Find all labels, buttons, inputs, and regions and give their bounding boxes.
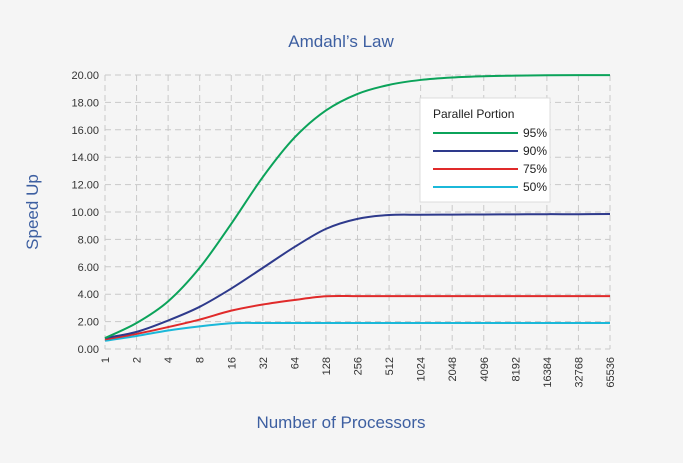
x-tick-labels: 1 2 4 8 16 32 64 128 256 512 1024 2048 4096 8192 16384… xyxy=(100,357,617,388)
legend-title: Parallel Portion xyxy=(433,107,514,121)
y-tick-label: 8.00 xyxy=(78,234,99,246)
y-tick-label: 20.00 xyxy=(71,70,99,82)
legend-label: 95% xyxy=(523,126,547,140)
legend: Parallel Portion 95% 90% 75% 50% xyxy=(419,97,551,203)
legend-label: 75% xyxy=(523,162,547,176)
x-tick-label: 8192 xyxy=(510,357,522,381)
series-line-50pct xyxy=(104,321,610,342)
y-tick-label: 6.00 xyxy=(78,262,99,274)
y-tick-label: 18.00 xyxy=(71,97,99,109)
x-tick-label: 32768 xyxy=(573,357,585,388)
legend-label: 50% xyxy=(523,180,547,194)
series-line-95pct xyxy=(104,74,611,339)
y-tick-labels: 0.00 2.00 4.00 6.00 8.00 10.00 12.00 14.00 16.00… xyxy=(71,70,99,356)
y-tick-label: 16.00 xyxy=(71,125,99,137)
legend-items: 95% 90% 75% 50% xyxy=(433,126,547,194)
y-tick-label: 12.00 xyxy=(71,180,99,192)
x-tick-label: 128 xyxy=(321,357,333,375)
y-tick-label: 14.00 xyxy=(71,152,99,164)
x-tick-label: 4096 xyxy=(479,357,491,381)
x-tick-label: 4 xyxy=(163,357,175,363)
x-tick-label: 16 xyxy=(226,357,238,369)
x-tick-label: 2048 xyxy=(447,357,459,381)
x-tick-label: 16384 xyxy=(542,357,554,388)
x-tick-label: 1 xyxy=(100,357,112,363)
x-tick-label: 65536 xyxy=(605,357,617,388)
x-axis-title: Number of Processors xyxy=(256,413,425,432)
x-tick-label: 32 xyxy=(258,357,270,369)
y-tick-label: 0.00 xyxy=(78,344,99,356)
y-axis-title: Speed Up xyxy=(23,174,42,250)
series-layer xyxy=(104,74,611,342)
x-tick-label: 2 xyxy=(132,357,144,363)
y-tick-label: 4.00 xyxy=(78,289,99,301)
chart-title: Amdahl’s Law xyxy=(288,32,394,51)
y-tick-label: 2.00 xyxy=(78,317,99,329)
x-tick-label: 64 xyxy=(289,357,301,369)
x-tick-label: 256 xyxy=(353,357,365,375)
series-line-90pct xyxy=(104,213,611,340)
x-tick-label: 512 xyxy=(384,357,396,375)
x-tick-label: 1024 xyxy=(416,357,428,381)
legend-label: 90% xyxy=(523,144,547,158)
series-line-75pct xyxy=(104,294,610,341)
x-tick-label: 8 xyxy=(195,357,207,363)
y-tick-label: 10.00 xyxy=(71,207,99,219)
